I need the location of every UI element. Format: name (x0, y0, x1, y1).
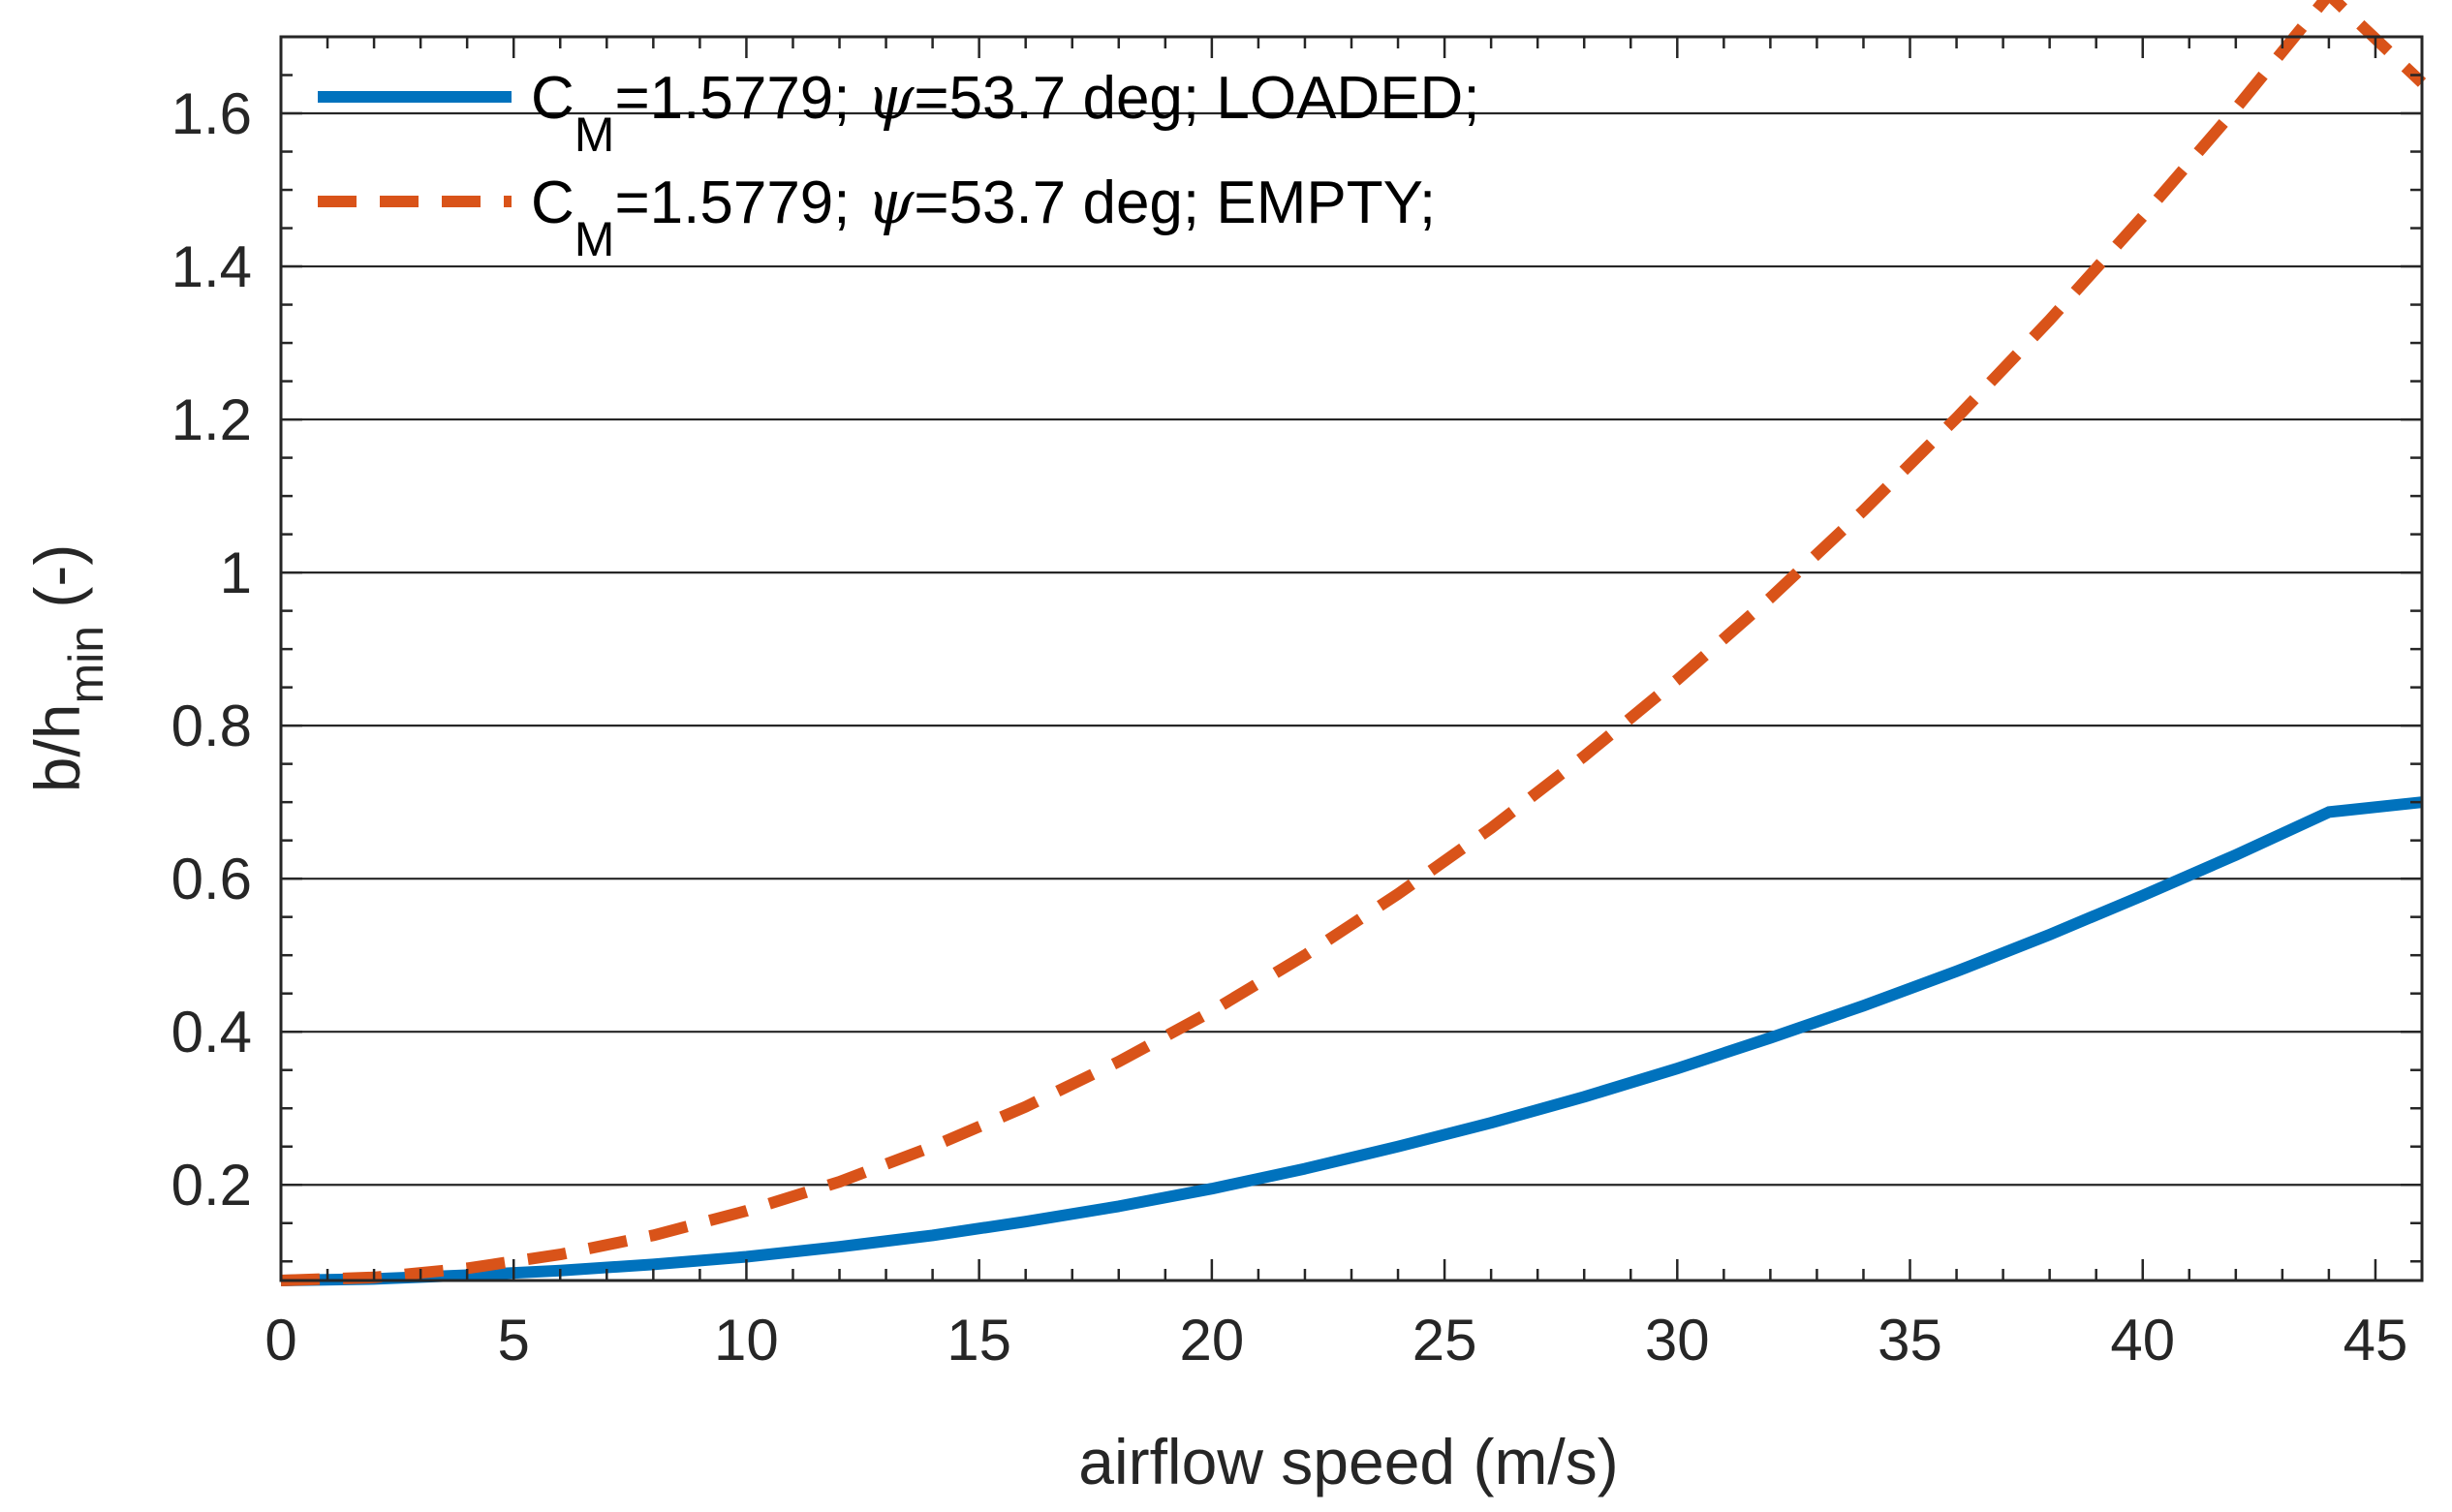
legend-text-mid: =1.5779; (614, 170, 866, 236)
y-tick-label: 0.8 (171, 694, 252, 758)
x-tick-label: 25 (1412, 1308, 1477, 1373)
series-line-empty (280, 0, 2427, 1286)
x-tick-label: 35 (1878, 1308, 1942, 1373)
y-axis-label-unit: (-) (21, 544, 93, 608)
grid-layer (281, 111, 2422, 1187)
legend-text-greek: ψ (867, 62, 916, 133)
x-tick-label: 5 (498, 1308, 530, 1373)
legend-text-mid: =1.5779; (614, 65, 866, 132)
legend-entry-empty: CM=1.5779; ψ=53.7 deg; EMPTY; (531, 167, 1436, 266)
y-axis-label-subscript: min (59, 626, 113, 704)
x-tick-label: 20 (1179, 1308, 1244, 1373)
legend-text-pre: C (531, 170, 574, 236)
legend-entry-loaded: CM=1.5779; ψ=53.7 deg; LOADED; (531, 62, 1480, 162)
legend-text-post: =53.7 deg; LOADED; (914, 65, 1479, 132)
x-tick-label: 30 (1645, 1308, 1710, 1373)
y-tick-label: 1.6 (171, 81, 252, 146)
legend-text-post: =53.7 deg; EMPTY; (914, 170, 1436, 236)
legend-text-pre: C (531, 65, 574, 132)
legend-text-sub: M (574, 212, 615, 266)
y-tick-label: 0.6 (171, 847, 252, 911)
series-layer (280, 0, 2427, 1286)
y-tick-label: 1.2 (171, 387, 252, 452)
legend-text-sub: M (574, 108, 615, 162)
legend: CM=1.5779; ψ=53.7 deg; LOADED;CM=1.5779;… (318, 62, 1480, 266)
y-axis-label-unit-spacer (21, 608, 93, 626)
x-tick-label: 45 (2343, 1308, 2408, 1373)
y-axis-label: b/hmin (-) (21, 544, 113, 793)
series-line-loaded (280, 796, 2423, 1286)
legend-text-greek: ψ (867, 167, 916, 237)
x-tick-label: 40 (2110, 1308, 2175, 1373)
x-axis-label: airflow speed (m/s) (1078, 1426, 1619, 1497)
y-tick-label: 1.4 (171, 234, 252, 299)
y-tick-label: 1 (220, 540, 252, 605)
x-tick-label: 15 (947, 1308, 1011, 1373)
x-tick-label: 0 (264, 1308, 296, 1373)
tick-label-layer: 0 5 10 15 20 25 30 35 40 45 0.2 0.4 0.6 0.8 1 1.2 1.4 1.6 (171, 81, 2408, 1373)
axes-layer (279, 35, 2424, 1282)
y-axis-label-base: b/h (21, 704, 93, 793)
x-tick-label: 10 (714, 1308, 779, 1373)
y-tick-label: 0.2 (171, 1153, 252, 1218)
y-tick-label: 0.4 (171, 1000, 252, 1065)
